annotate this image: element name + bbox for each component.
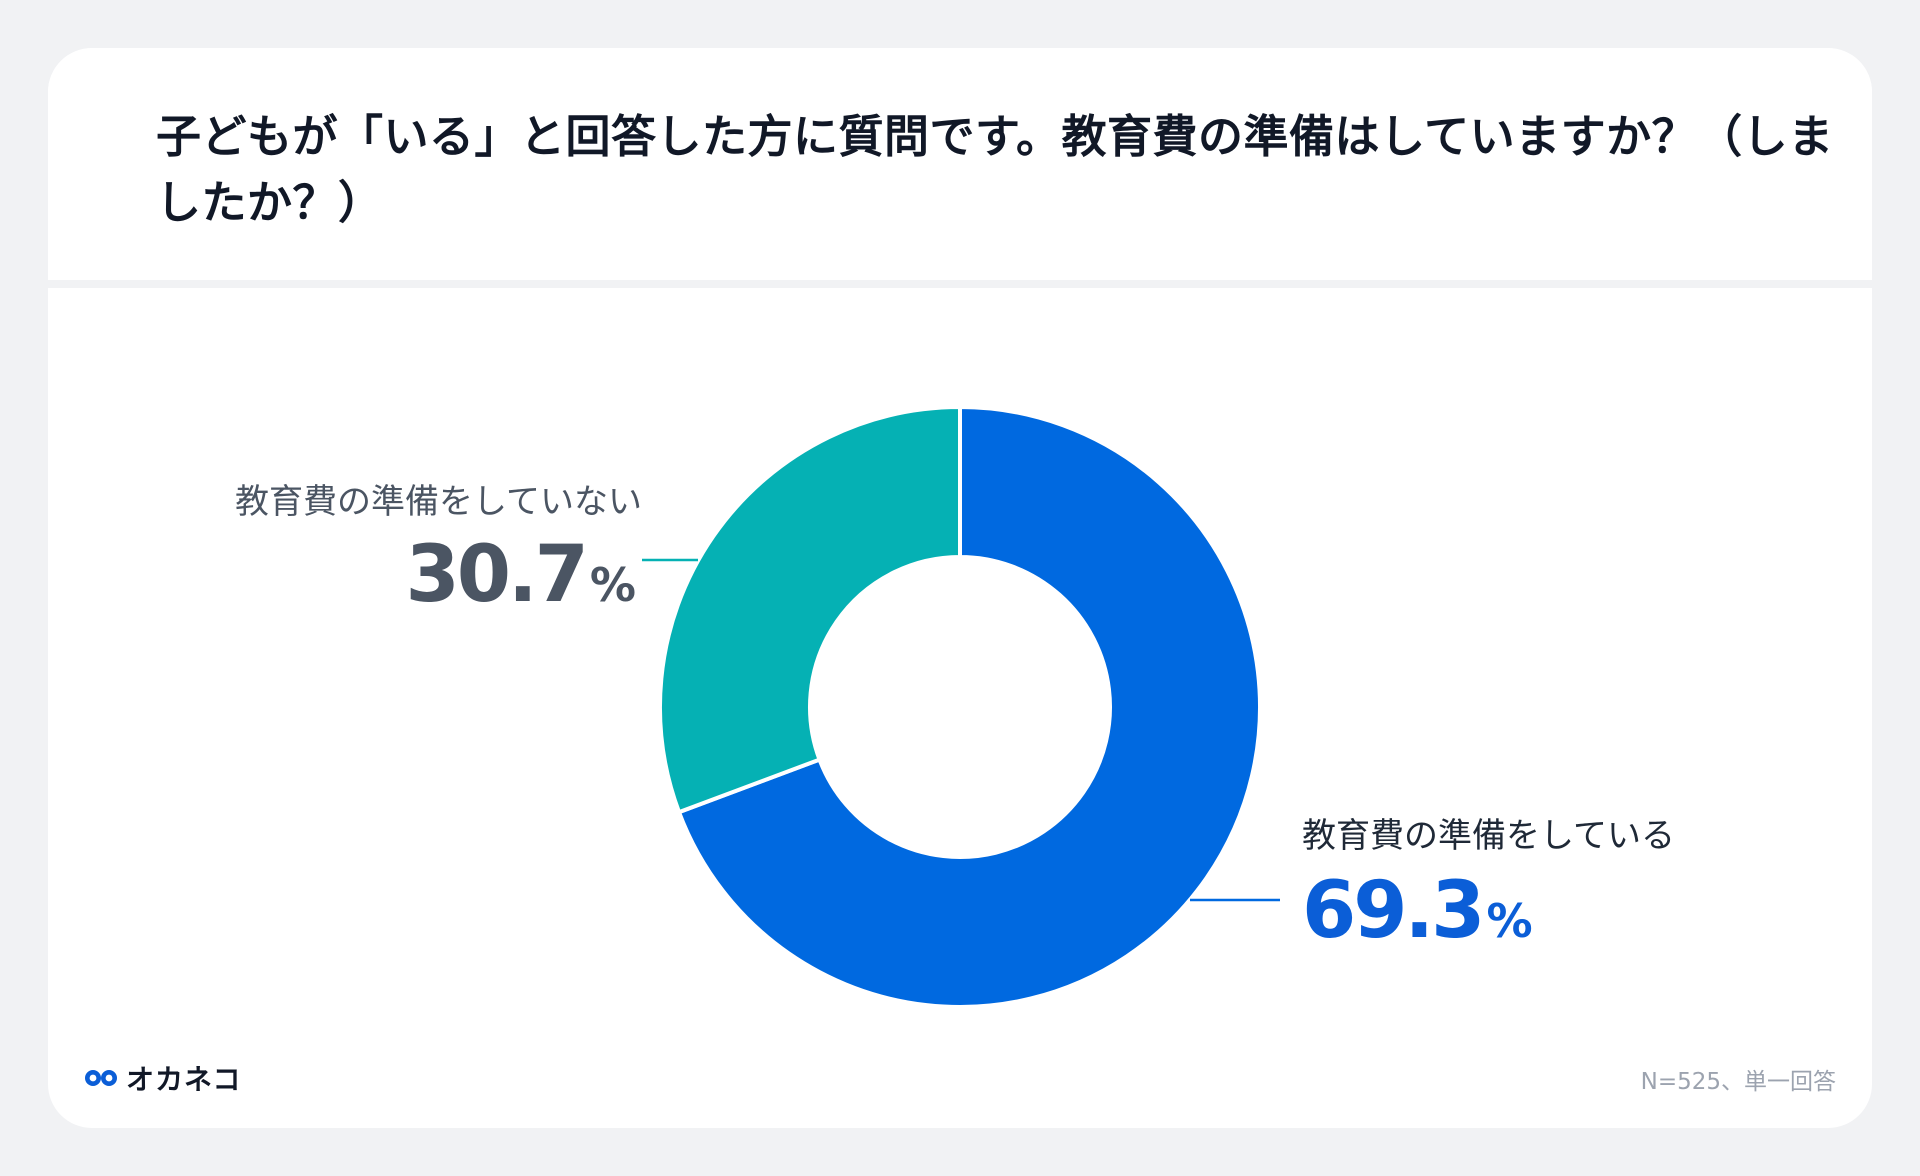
sample-size-note: N=525、単一回答	[1640, 1069, 1836, 1095]
slice-prepared	[676, 404, 1262, 1009]
logo-text: オカネコ	[126, 1063, 242, 1096]
slice-value-prepared: 69.3%	[1302, 866, 1533, 956]
slice-value-unit-prepared: %	[1486, 894, 1533, 948]
header-divider	[48, 280, 1872, 288]
slice-not-prepared	[658, 404, 962, 815]
slice-label-prepared: 教育費の準備をしている	[1302, 816, 1675, 856]
logo-mark-icon	[85, 1070, 117, 1086]
chart-header: 子どもが「いる」と回答した方に質問です。教育費の準備はしていますか？（しましたか…	[48, 48, 1872, 280]
donut-chart	[642, 404, 1280, 1009]
slice-value-number-prepared: 69.3	[1302, 866, 1485, 956]
slice-value-number-not-prepared: 30.7	[405, 530, 588, 620]
okaneko-logo: オカネコ	[84, 1060, 241, 1096]
slice-value-unit-not-prepared: %	[589, 558, 636, 612]
slice-label-not-prepared: 教育費の準備をしていない	[235, 482, 642, 522]
chart-card: 子どもが「いる」と回答した方に質問です。教育費の準備はしていますか？（しましたか…	[48, 48, 1872, 1128]
slice-value-not-prepared: 30.7%	[405, 530, 636, 620]
chart-title: 子どもが「いる」と回答した方に質問です。教育費の準備はしていますか？（しましたか…	[156, 110, 1834, 229]
